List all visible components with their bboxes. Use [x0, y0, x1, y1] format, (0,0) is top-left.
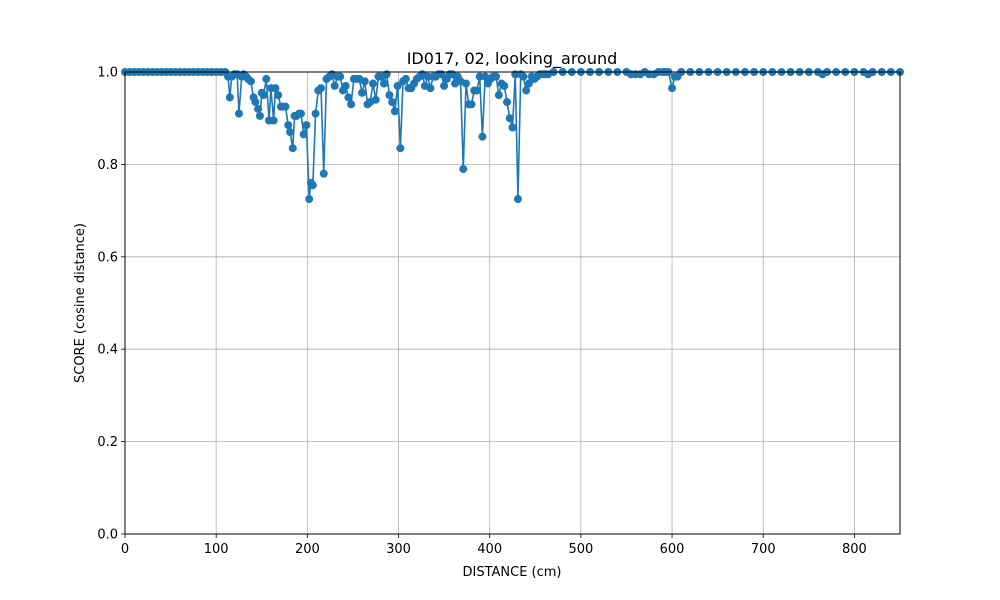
- data-point: [284, 121, 293, 130]
- data-point: [388, 98, 397, 107]
- data-point: [396, 144, 405, 153]
- data-point: [503, 98, 512, 107]
- data-point: [513, 195, 522, 204]
- data-point: [668, 84, 677, 93]
- data-point: [401, 74, 410, 83]
- x-tick-label: 600: [660, 542, 685, 557]
- data-point: [360, 77, 369, 86]
- data-point: [255, 111, 264, 120]
- x-tick-label: 300: [386, 542, 411, 557]
- data-point: [505, 114, 514, 123]
- data-point: [288, 144, 297, 153]
- x-tick-label: 800: [842, 542, 867, 557]
- data-point: [299, 130, 308, 139]
- y-tick-label: 0.4: [97, 343, 118, 358]
- data-point: [302, 121, 311, 130]
- data-point: [393, 81, 402, 90]
- data-point: [379, 79, 388, 88]
- data-point: [308, 181, 317, 190]
- x-axis-label: DISTANCE (cm): [462, 565, 561, 580]
- data-point: [459, 165, 468, 174]
- data-point: [390, 107, 399, 116]
- data-point: [344, 93, 353, 102]
- data-point: [494, 91, 503, 100]
- data-point: [262, 74, 271, 83]
- data-point: [259, 91, 268, 100]
- data-point: [234, 109, 243, 118]
- data-point: [336, 72, 345, 81]
- data-point: [519, 72, 528, 81]
- data-point: [508, 123, 517, 132]
- data-point: [225, 93, 234, 102]
- data-point: [286, 128, 295, 137]
- data-point: [440, 81, 449, 90]
- data-point: [472, 86, 481, 95]
- x-tick-label: 100: [204, 542, 229, 557]
- y-axis-label: SCORE (cosine distance): [73, 223, 88, 383]
- data-point: [269, 116, 278, 125]
- data-point: [423, 72, 432, 81]
- y-tick-label: 0.8: [97, 158, 118, 173]
- data-point: [330, 81, 339, 90]
- x-tick-label: 400: [477, 542, 502, 557]
- x-tick-label: 200: [295, 542, 320, 557]
- data-point: [281, 102, 290, 111]
- data-point: [358, 88, 367, 97]
- data-point: [492, 72, 501, 81]
- x-tick-label: 500: [568, 542, 593, 557]
- data-point: [369, 79, 377, 88]
- data-point: [385, 91, 394, 100]
- data-point: [311, 109, 320, 118]
- data-point: [254, 104, 263, 113]
- data-point: [271, 84, 280, 93]
- data-point: [426, 84, 435, 93]
- data-point: [341, 81, 350, 90]
- data-point: [274, 91, 283, 100]
- y-tick-label: 0.2: [97, 435, 118, 450]
- data-point: [462, 79, 470, 88]
- data-point: [500, 81, 509, 90]
- data-point: [317, 84, 326, 93]
- data-point: [305, 195, 314, 204]
- data-point: [524, 79, 533, 88]
- data-point: [478, 132, 487, 141]
- data-point: [522, 86, 531, 95]
- data-point: [475, 72, 484, 81]
- data-point: [246, 77, 255, 86]
- data-point: [296, 109, 305, 118]
- x-tick-label: 0: [121, 542, 129, 557]
- y-tick-label: 0.6: [97, 250, 118, 265]
- data-point: [467, 100, 476, 109]
- data-point: [319, 169, 328, 178]
- plot-frame: [124, 71, 901, 535]
- axis-ticks: 0 100 200 300 400 500 600 700 800 0.0 0.2 0.4 0.6 0.8…: [97, 66, 867, 558]
- y-tick-label: 0.0: [97, 528, 118, 543]
- data-point: [347, 100, 356, 109]
- y-tick-label: 1.0: [97, 66, 118, 81]
- chart-title: ID017, 02, looking_around: [407, 49, 618, 69]
- x-tick-label: 700: [751, 542, 776, 557]
- data-point: [371, 95, 380, 104]
- data-series: [121, 68, 904, 204]
- data-point: [251, 98, 260, 107]
